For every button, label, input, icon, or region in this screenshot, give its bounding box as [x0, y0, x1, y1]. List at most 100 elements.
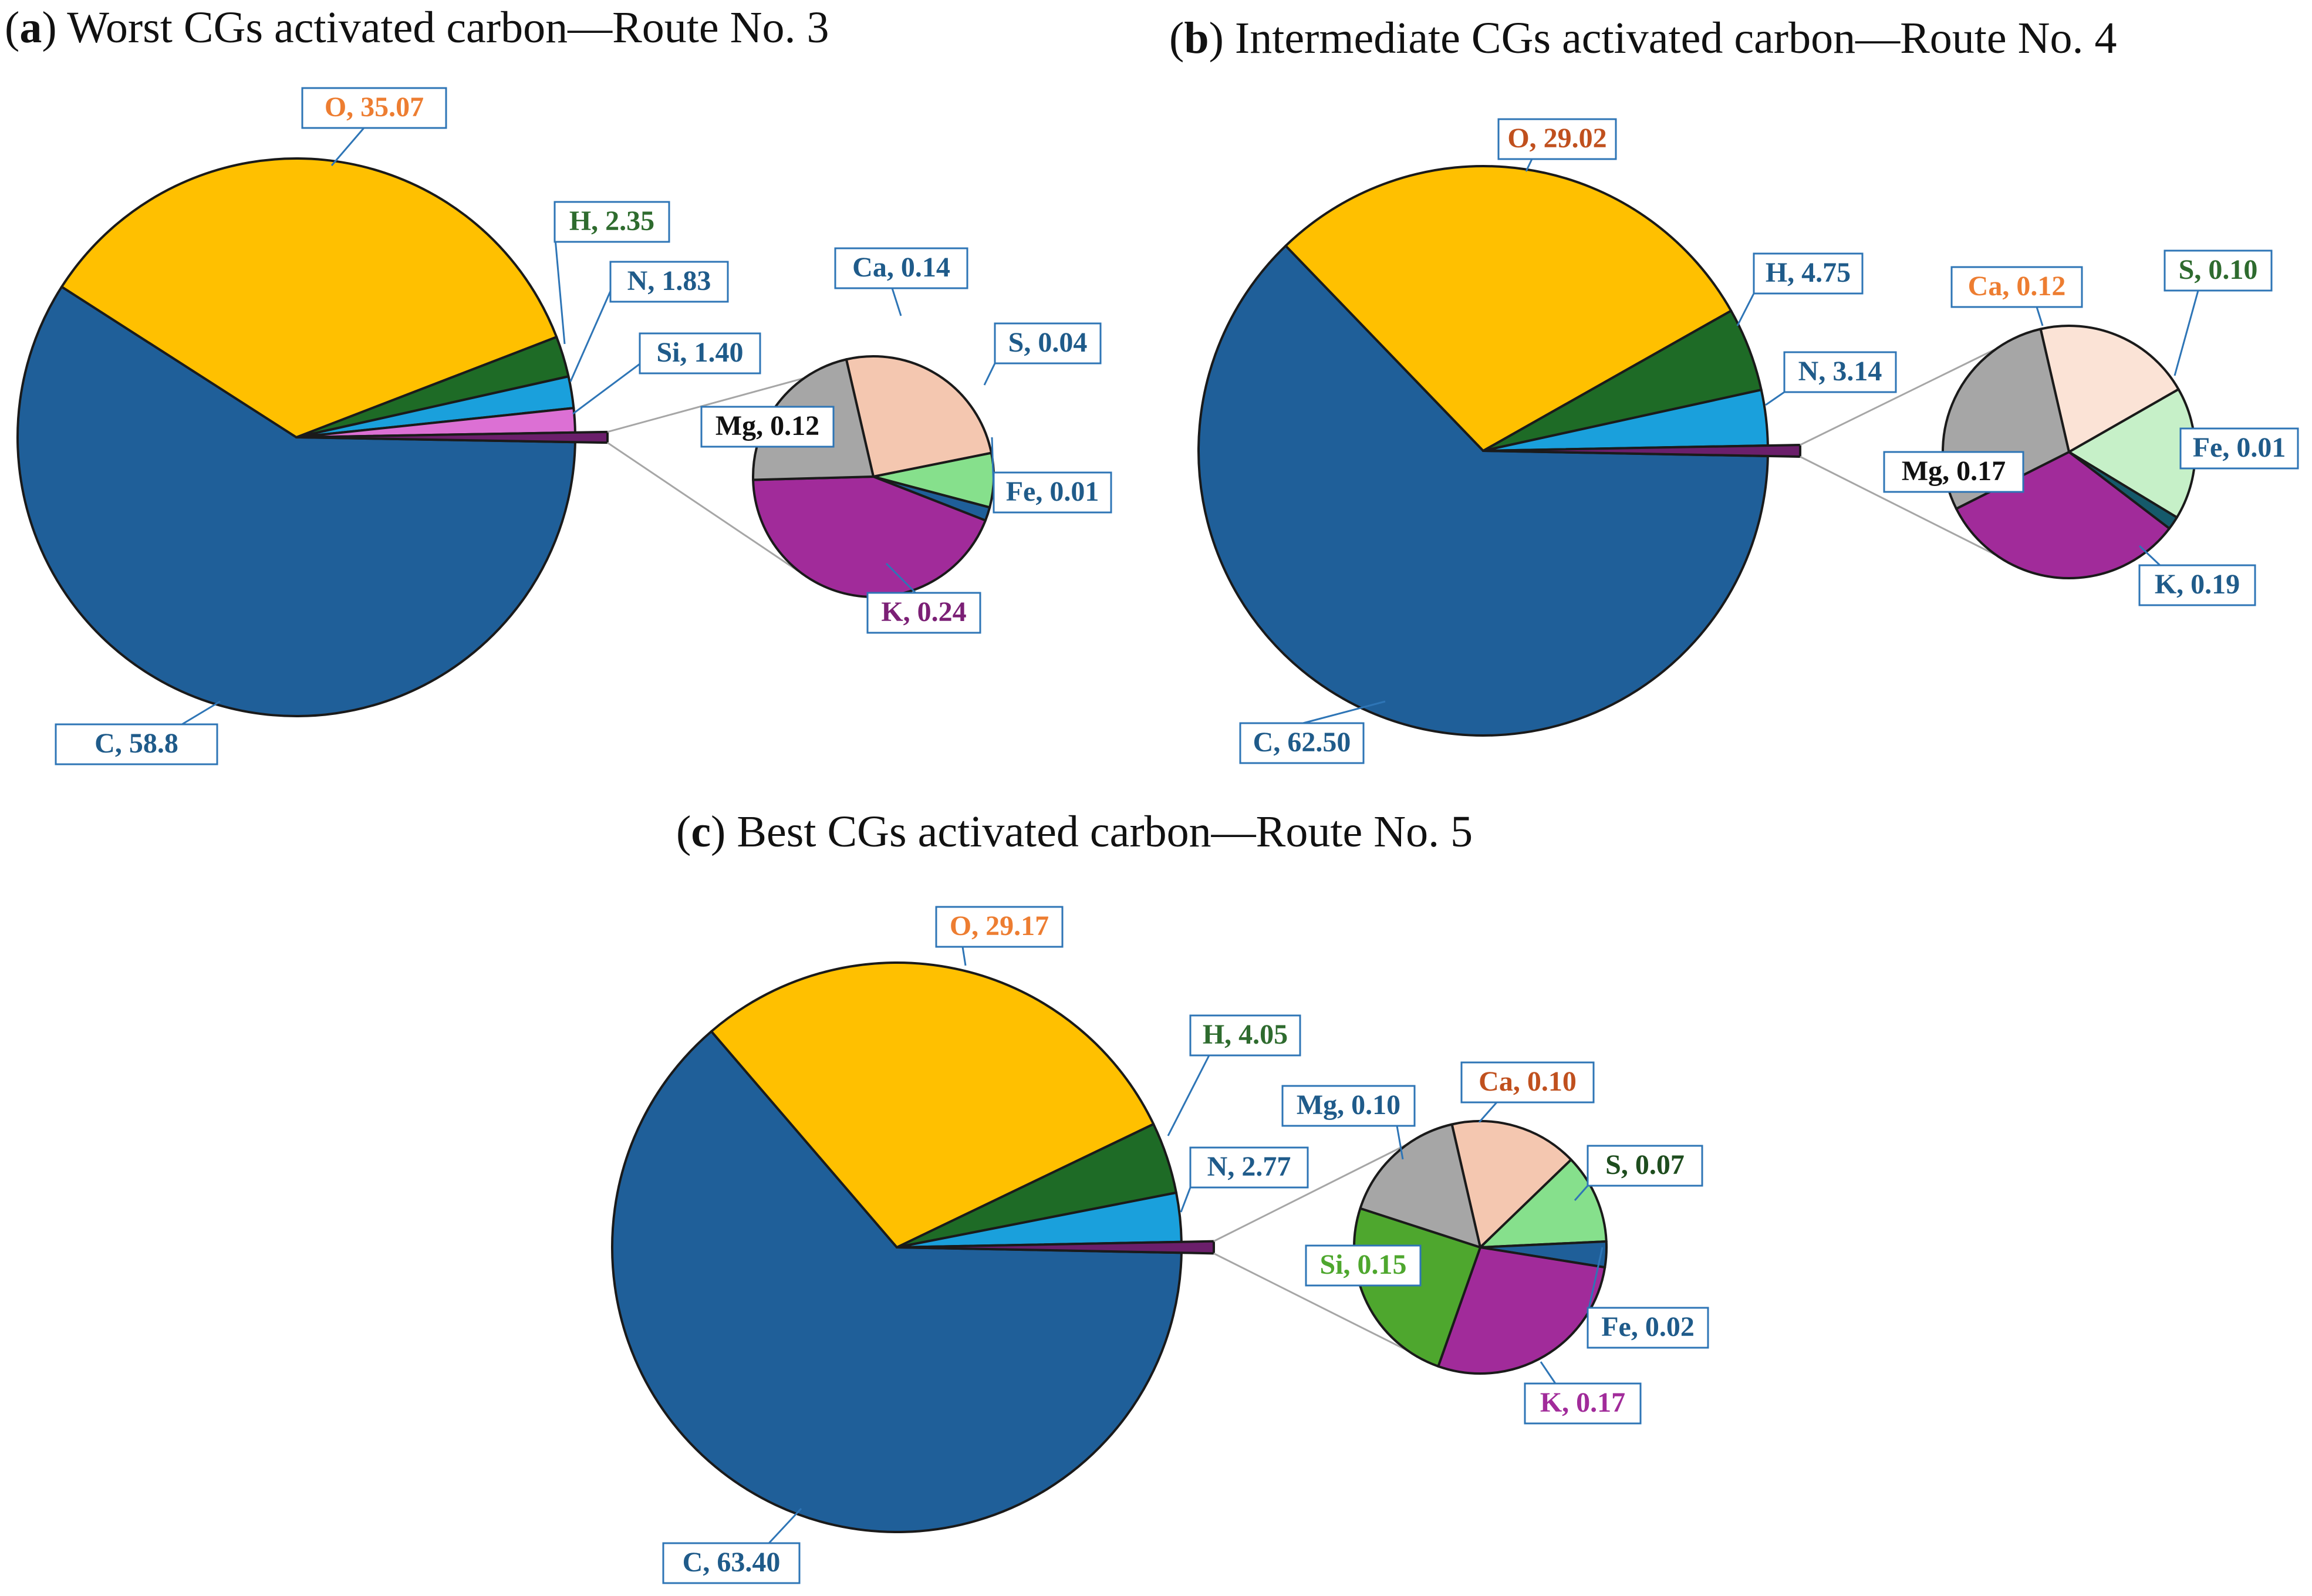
panel-c-sub-slice-ca	[1450, 1120, 1572, 1249]
panel-a-main-h-label-box	[553, 201, 670, 243]
panel-a-sub-s-leader-line	[983, 363, 996, 386]
panel-a-main-slice-other	[295, 430, 609, 444]
panel-c-sub-mg-label-box	[1281, 1085, 1416, 1127]
panel-c-connector-bottom	[1213, 1253, 1409, 1352]
panel-b-sub-k-label-box	[2138, 564, 2256, 606]
panel-b-connector-top	[1800, 347, 1997, 446]
panel-a-sub-s-label-box	[994, 322, 1102, 365]
panel-b-connector-bottom	[1800, 455, 1997, 556]
panel-a-sub-s-data-label: S, 0.04	[1008, 327, 1088, 358]
panel-c-sub-fe-data-label: Fe, 0.02	[1601, 1311, 1695, 1342]
panel-a-main-n-leader-line	[569, 291, 612, 382]
panel-c-sub-k-leader-line	[1540, 1361, 1557, 1384]
panel-b-sub-ca-data-label: Ca, 0.12	[1968, 271, 2066, 302]
panel-c-sub-s-label-box	[1587, 1145, 1703, 1187]
panel-b-main-h-label-box	[1753, 252, 1864, 295]
panel-a-main-si-data-label: Si, 1.40	[656, 337, 743, 368]
panel-b-main-o-data-label: O, 29.02	[1507, 123, 1606, 154]
panel-a-connector-bottom	[607, 441, 805, 576]
panel-b-sub-mg-label-box	[1883, 451, 2024, 493]
panel-b-sub-s-leader-line	[2173, 290, 2199, 376]
panel-a-main-slice-o	[60, 157, 558, 438]
panel-c-sub-si-label-box	[1305, 1244, 1422, 1287]
panel-b-sub-k-data-label: K, 0.19	[2155, 569, 2240, 600]
panel-b-main-h-data-label: H, 4.75	[1766, 257, 1851, 288]
panel-c-main-h-label-box	[1189, 1014, 1301, 1057]
panel-b-main-c-leader-line	[1302, 700, 1386, 724]
panel-b-main-slice-o	[1284, 165, 1733, 452]
panel-b-sub-fe-data-label: Fe, 0.01	[2193, 432, 2286, 463]
panel-a-main-o-label-box	[301, 87, 447, 129]
panel-b-title: (b) Intermediate CGs activated carbon—Ro…	[1169, 14, 2117, 63]
panel-b-main-n-label-box	[1783, 351, 1897, 393]
panel-a: (a) Worst CGs activated carbon—Route No.…	[5, 3, 1112, 765]
panel-c-sub-ca-label-box	[1460, 1061, 1595, 1104]
panel-c-sub-s-data-label: S, 0.07	[1605, 1149, 1685, 1180]
panel-b-sub-ca-leader-line	[2036, 306, 2044, 326]
panel-b-sub-s-data-label: S, 0.10	[2179, 254, 2258, 285]
panel-c-main-c-label-box	[662, 1542, 801, 1584]
panel-b-sub-fe-label-box	[2179, 427, 2299, 470]
panel-a-main-h-data-label: H, 2.35	[569, 205, 654, 237]
panel-b-sub-k-leader-line	[2138, 545, 2161, 566]
panel-a-main-c-data-label: C, 58.8	[94, 728, 178, 759]
panel-c-sub-ca-data-label: Ca, 0.10	[1479, 1066, 1577, 1097]
panel-b-main-c-data-label: C, 62.50	[1253, 727, 1351, 758]
panel-a-sub-ca-leader-line	[891, 288, 902, 316]
panel-b-main-c-label-box	[1239, 722, 1365, 764]
panel-c-sub-mg-leader-line	[1396, 1125, 1404, 1160]
panel-c-sub-fe-leader-line	[1587, 1247, 1604, 1314]
panel-b-main-slice-c	[1197, 244, 1769, 737]
panel-c: (c) Best CGs activated carbon—Route No. …	[611, 807, 1709, 1584]
panel-c-main-c-leader-line	[768, 1507, 802, 1544]
panel-a-sub-fe-data-label: Fe, 0.01	[1006, 476, 1099, 507]
panel-a-main-h-leader-line	[553, 232, 566, 345]
panel-c-main-n-label-box	[1189, 1146, 1309, 1189]
panel-b-sub-slice-ca	[2039, 325, 2180, 453]
panel-a-main-si-label-box	[639, 332, 761, 374]
panel-c-sub-si-data-label: Si, 0.15	[1319, 1249, 1406, 1280]
panel-c-title: (c) Best CGs activated carbon—Route No. …	[676, 807, 1473, 856]
panel-c-main-c-data-label: C, 63.40	[683, 1547, 781, 1578]
panel-a-sub-k-data-label: K, 0.24	[881, 596, 966, 627]
panel-c-sub-fe-label-box	[1587, 1307, 1709, 1349]
panel-c-main-n-data-label: N, 2.77	[1207, 1151, 1291, 1182]
panel-c-main-o-leader-line	[961, 946, 967, 966]
panel-c-main-slice-other	[896, 1240, 1215, 1255]
panel-b: (b) Intermediate CGs activated carbon—Ro…	[1169, 14, 2299, 764]
panel-a-sub-mg-label-box	[700, 406, 835, 448]
panel-c-main-h-data-label: H, 4.05	[1203, 1019, 1288, 1050]
panel-b-sub-ca-label-box	[1950, 266, 2083, 308]
panel-a-main-n-data-label: N, 1.83	[627, 265, 711, 296]
panel-c-sub-k-label-box	[1524, 1382, 1642, 1425]
panel-a-sub-slice-k	[752, 475, 987, 599]
panel-a-main-o-data-label: O, 35.07	[325, 92, 424, 123]
panel-c-main-o-label-box	[935, 906, 1064, 948]
panel-a-main-c-leader-line	[181, 700, 221, 726]
panel-c-main-slice-c	[611, 1030, 1183, 1533]
panel-c-sub-mg-data-label: Mg, 0.10	[1297, 1089, 1400, 1121]
panel-b-main-o-leader-line	[1525, 158, 1533, 172]
panel-c-connector-top	[1213, 1143, 1409, 1242]
panel-a-title: (a) Worst CGs activated carbon—Route No.…	[5, 3, 829, 52]
panel-a-main-c-label-box	[55, 723, 218, 765]
panel-c-sub-slice-s	[1479, 1158, 1608, 1249]
panel-a-sub-k-leader-line	[885, 562, 917, 594]
panel-c-sub-ca-leader-line	[1478, 1102, 1498, 1123]
panel-c-sub-s-leader-line	[1574, 1185, 1589, 1201]
panel-b-main-o-label-box	[1497, 118, 1617, 160]
panel-c-sub-slice-k	[1437, 1246, 1606, 1375]
panel-a-sub-ca-label-box	[834, 247, 968, 289]
panel-a-connector-top	[607, 377, 805, 433]
panel-a-sub-mg-data-label: Mg, 0.12	[715, 410, 819, 441]
panel-b-sub-s-label-box	[2164, 249, 2273, 292]
panel-c-sub-k-data-label: K, 0.17	[1540, 1387, 1625, 1418]
panel-b-sub-mg-data-label: Mg, 0.17	[1902, 455, 2006, 487]
panel-c-main-o-data-label: O, 29.17	[950, 910, 1049, 942]
panel-a-main-si-leader-line	[572, 363, 640, 415]
panel-a-sub-fe-label-box	[993, 471, 1112, 514]
panel-b-main-n-leader-line	[1765, 391, 1785, 406]
panel-a-sub-slice-ca	[845, 355, 993, 478]
panel-b-main-h-leader-line	[1736, 293, 1755, 326]
